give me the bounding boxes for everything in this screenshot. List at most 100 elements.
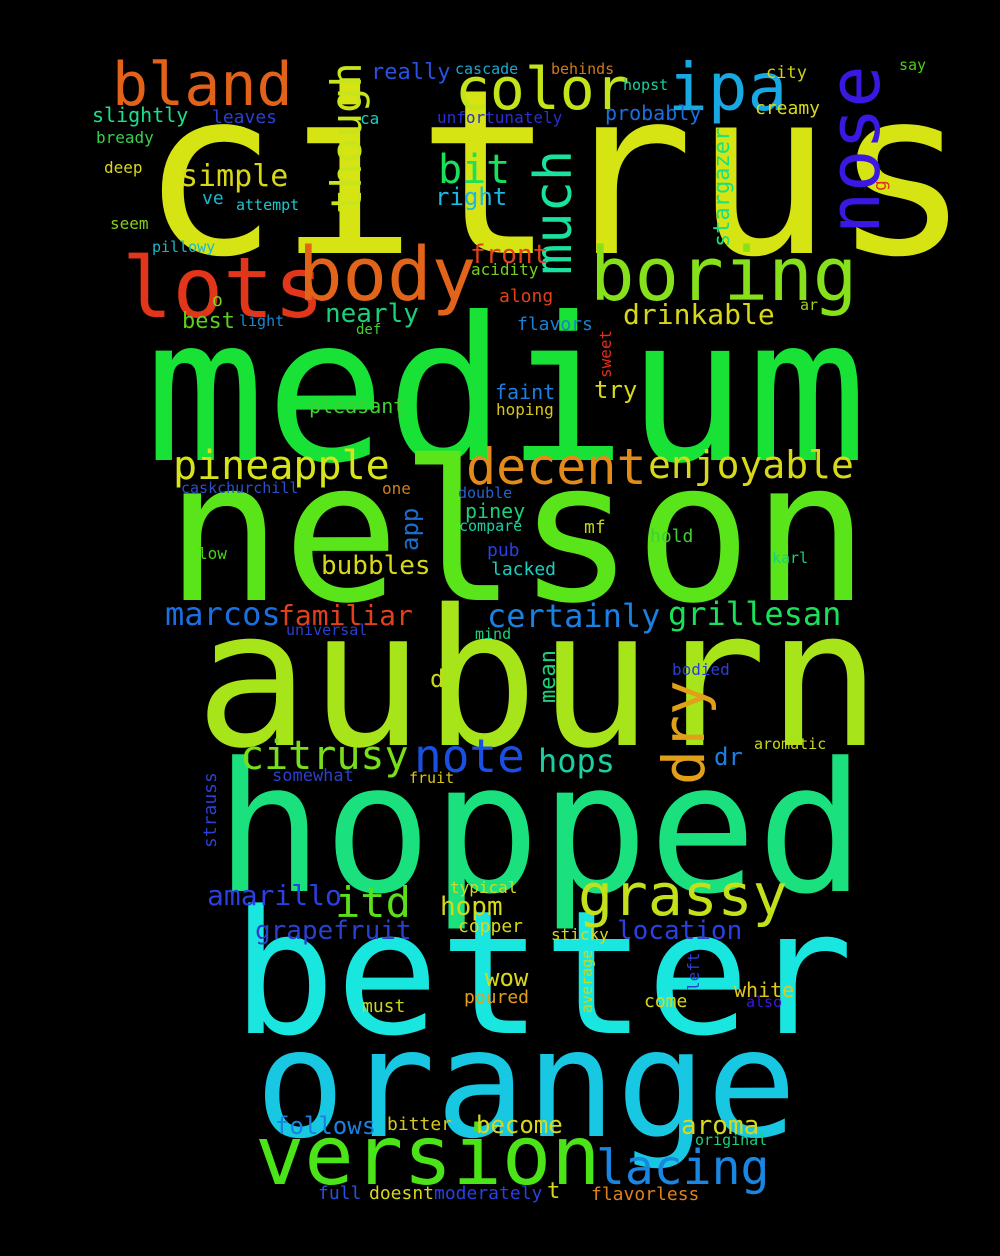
word-lots: lots <box>122 239 325 337</box>
word-aroma: aroma <box>681 1111 760 1141</box>
word-best: best <box>182 309 235 334</box>
word-try: try <box>594 376 638 404</box>
word-become: become <box>476 1111 563 1139</box>
word-ar: ar <box>800 296 819 314</box>
word-orange: orange <box>255 998 797 1172</box>
word-piney: piney <box>465 499 526 523</box>
word-caskchurchill: caskchurchill <box>181 479 299 497</box>
word-hold: hold <box>650 526 694 547</box>
word-faint: faint <box>495 380 556 404</box>
word-front: front <box>470 240 549 270</box>
word-dr: dr <box>714 743 743 771</box>
word-ipa: ipa <box>668 49 788 126</box>
word-karl: karl <box>772 549 809 567</box>
word-also: also <box>746 993 783 1011</box>
word-dry: dry <box>650 680 718 785</box>
word-mean: mean <box>536 650 561 703</box>
word-bland: bland <box>112 50 293 120</box>
word-d: d <box>430 665 445 693</box>
word-creamy: creamy <box>755 98 821 119</box>
word-sticky: sticky <box>551 925 609 944</box>
word-drinkable: drinkable <box>623 298 775 331</box>
word-pillowy: pillowy <box>152 238 216 256</box>
word-poured: poured <box>464 987 530 1008</box>
word-aromatic: aromatic <box>754 735 827 753</box>
word-grillesan: grillesan <box>668 595 842 633</box>
word-city: city <box>766 63 807 83</box>
word-somewhat: somewhat <box>272 766 354 786</box>
word-grassy: grassy <box>578 861 788 929</box>
word-lacked: lacked <box>491 559 557 580</box>
word-come: come <box>644 991 688 1012</box>
word-low: low <box>198 544 227 563</box>
word-mind: mind <box>475 625 512 643</box>
word-slightly: slightly <box>92 103 189 127</box>
word-bodied: bodied <box>672 660 730 679</box>
word-follows: follows <box>275 1112 377 1140</box>
word-light: light <box>239 312 285 330</box>
word-pub: pub <box>487 540 520 561</box>
word-version: version <box>255 1109 601 1204</box>
word-really: really <box>371 60 451 85</box>
word-strauss: strauss <box>200 772 221 848</box>
word-stargazer: stargazer <box>710 127 735 247</box>
word-hops: hops <box>538 742 616 780</box>
word-ve: ve <box>202 188 224 209</box>
word-location: location <box>617 916 743 946</box>
word-app: app <box>396 507 424 551</box>
word-bready: bready <box>96 128 154 147</box>
word-deep: deep <box>104 158 143 177</box>
word-full: full <box>318 1183 362 1204</box>
word-cascade: cascade <box>455 60 519 78</box>
word-hopm: hopm <box>440 892 503 922</box>
word-ca: ca <box>360 109 380 128</box>
word-nose: nose <box>814 65 896 234</box>
word-better: better <box>232 873 854 1074</box>
word-left: left <box>684 952 703 991</box>
word-along: along <box>499 286 554 307</box>
word-though: though <box>322 62 371 214</box>
word-lacing: lacing <box>596 1140 770 1196</box>
word-t: t <box>547 1179 561 1204</box>
word-flavors: flavors <box>517 314 593 335</box>
word-probably: probably <box>605 101 702 125</box>
word-hoping: hoping <box>496 400 554 419</box>
word-pineapple: pineapple <box>173 443 390 489</box>
word-hopped: hopped <box>215 725 866 934</box>
word-auburn: auburn <box>195 569 882 790</box>
word-seem: seem <box>110 214 149 233</box>
word-say: say <box>899 56 927 74</box>
word-bitter: bitter <box>387 1114 453 1135</box>
word-sweet: sweet <box>596 329 615 378</box>
word-wow: wow <box>485 964 529 992</box>
word-citrusy: citrusy <box>240 733 409 779</box>
word-citrus: citrus <box>140 41 971 308</box>
word-fruit: fruit <box>409 769 455 787</box>
word-leaves: leaves <box>212 107 278 128</box>
word-behinds: behinds <box>551 60 615 78</box>
word-g: g <box>870 180 891 191</box>
word-marcos: marcos <box>165 595 281 633</box>
word-itd: itd <box>335 878 411 927</box>
word-hopst: hopst <box>623 76 669 94</box>
word-familiar: familiar <box>278 599 413 632</box>
word-typical: typical <box>450 878 518 897</box>
word-moderately: moderately <box>434 1183 543 1204</box>
word-white: white <box>734 978 795 1002</box>
word-o: o <box>212 290 223 311</box>
word-certainly: certainly <box>487 597 661 635</box>
word-enjoyable: enjoyable <box>648 443 854 487</box>
word-compare: compare <box>459 517 523 535</box>
word-one: one <box>382 479 411 498</box>
word-copper: copper <box>458 916 524 937</box>
word-double: double <box>458 484 513 502</box>
word-color: color <box>455 55 630 123</box>
word-nelson: nelson <box>165 419 870 646</box>
word-attempt: attempt <box>236 196 300 214</box>
word-doesnt: doesnt <box>369 1183 435 1204</box>
word-unfortunately: unfortunately <box>437 108 563 127</box>
word-universal: universal <box>286 621 368 639</box>
word-bubbles: bubbles <box>321 551 431 581</box>
word-boring: boring <box>590 232 858 318</box>
